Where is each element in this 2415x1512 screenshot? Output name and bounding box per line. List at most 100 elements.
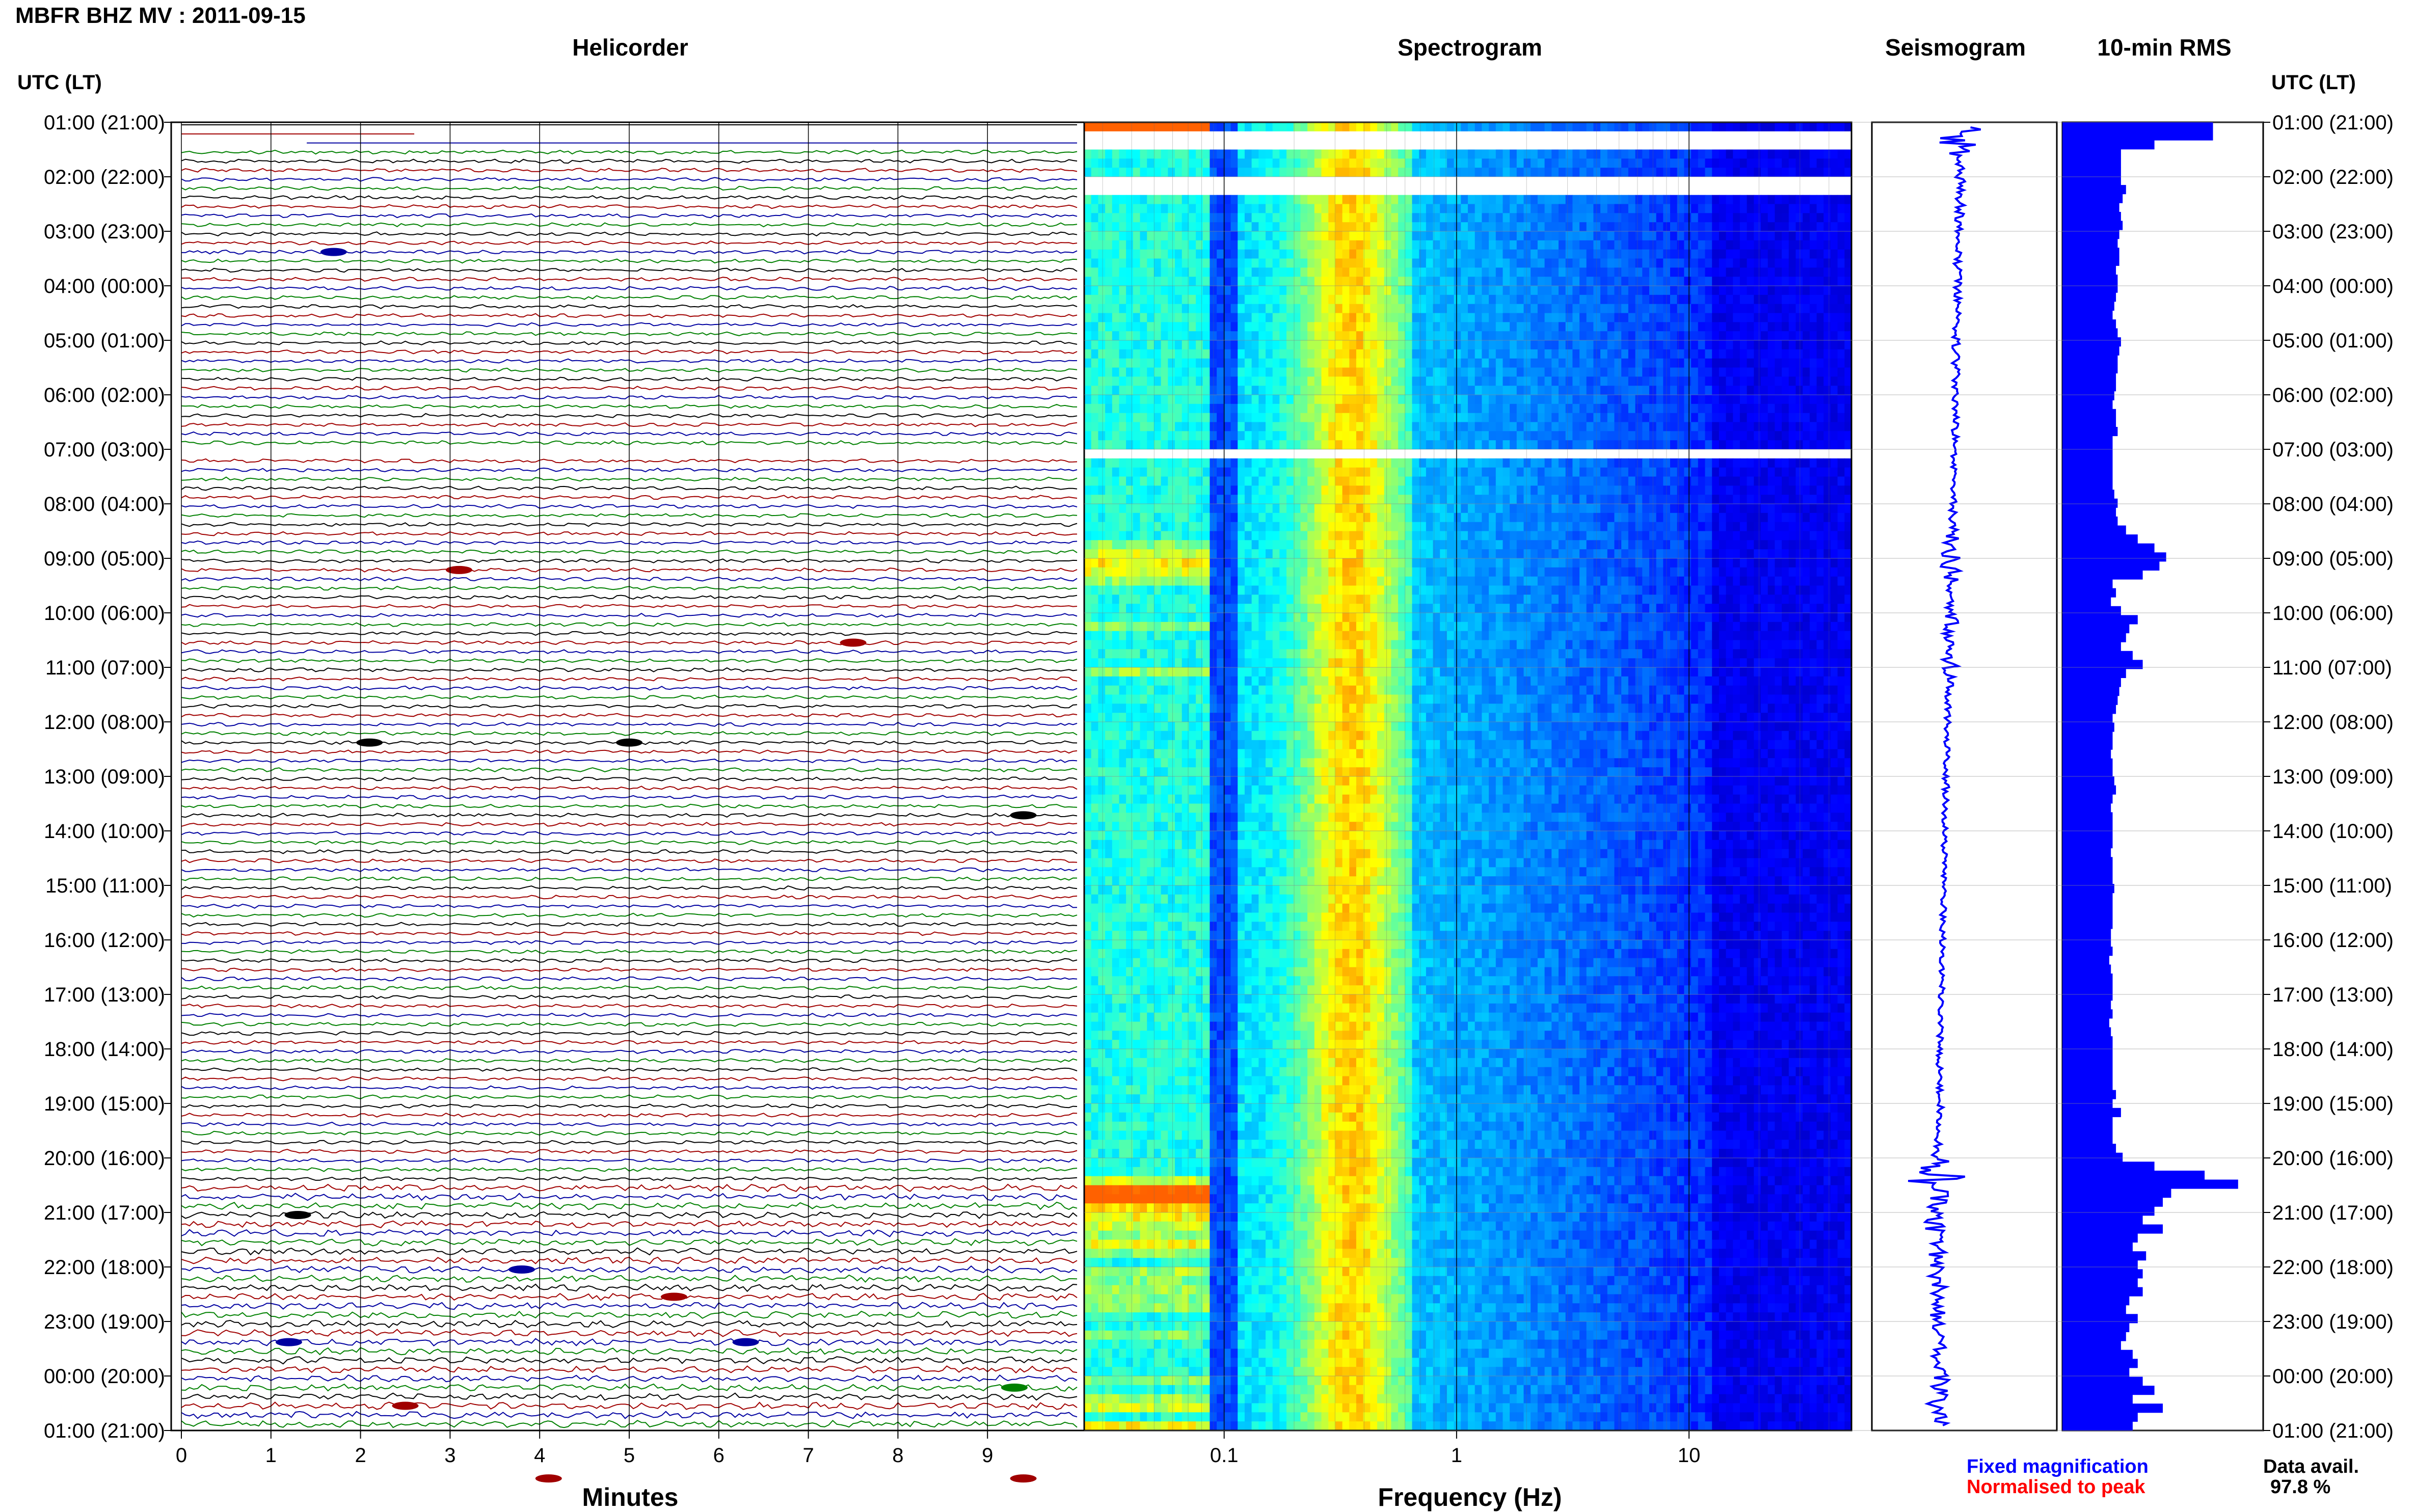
spectrogram-cell xyxy=(1537,195,1545,205)
spectrogram-cell xyxy=(1739,440,1748,450)
spectrogram-cell xyxy=(1572,567,1580,577)
spectrogram-cell xyxy=(1782,413,1789,423)
spectrogram-cell xyxy=(1510,458,1517,468)
spectrogram-cell xyxy=(1572,267,1580,277)
spectrogram-cell xyxy=(1140,195,1147,205)
spectrogram-cell xyxy=(1670,522,1678,532)
spectrogram-cell xyxy=(1628,267,1636,277)
spectrogram-cell xyxy=(1586,395,1594,404)
spectrogram-cell xyxy=(1761,204,1768,213)
spectrogram-cell xyxy=(1705,512,1712,523)
spectrogram-cell xyxy=(1147,277,1155,286)
spectrogram-cell xyxy=(1168,286,1175,295)
spectrogram-cell xyxy=(1391,403,1399,414)
spectrogram-cell xyxy=(1600,403,1608,414)
spectrogram-cell xyxy=(1105,213,1113,223)
spectrogram-cell xyxy=(1482,340,1489,350)
spectrogram-cell xyxy=(1823,340,1831,350)
spectrogram-cell xyxy=(1482,395,1489,404)
spectrogram-cell xyxy=(1405,549,1413,559)
spectrogram-cell xyxy=(1398,258,1406,268)
spectrogram-cell xyxy=(1279,168,1287,177)
spectrogram-cell xyxy=(1747,340,1755,350)
spectrogram-cell xyxy=(1482,204,1489,213)
spectrogram-cell xyxy=(1684,413,1692,423)
spectrogram-cell xyxy=(1112,422,1120,431)
spectrogram-cell xyxy=(1266,422,1273,431)
spectrogram-cell xyxy=(1565,458,1573,468)
spectrogram-cell xyxy=(1321,258,1329,268)
spectrogram-cell xyxy=(1217,149,1224,159)
spectrogram-cell xyxy=(1823,168,1831,177)
spectrogram-cell xyxy=(1803,322,1810,332)
spectrogram-cell xyxy=(1495,304,1504,314)
spectrogram-cell xyxy=(1119,149,1126,159)
spectrogram-cell xyxy=(1635,349,1643,359)
spectrogram-cell xyxy=(1502,531,1510,541)
spectrogram-cell xyxy=(1635,495,1643,504)
spectrogram-cell xyxy=(1803,485,1810,495)
spectrogram-cell xyxy=(1091,458,1099,468)
spectrogram-cell xyxy=(1837,195,1845,205)
spectrogram-cell xyxy=(1168,558,1175,568)
spectrogram-cell xyxy=(1782,286,1789,295)
spectrogram-cell xyxy=(1446,195,1455,205)
spectrogram-cell xyxy=(1189,476,1196,486)
spectrogram-cell xyxy=(1244,558,1252,568)
spectrogram-cell xyxy=(1217,495,1224,504)
spectrogram-cell xyxy=(1474,485,1483,495)
spectrogram-cell xyxy=(1656,395,1664,404)
spectrogram-cell xyxy=(1837,403,1845,414)
spectrogram-cell xyxy=(1593,304,1601,314)
spectrogram-cell xyxy=(1266,304,1273,314)
spectrogram-cell xyxy=(1803,413,1810,423)
spectrogram-cell xyxy=(1349,222,1357,232)
spectrogram-cell xyxy=(1468,313,1475,322)
spectrogram-cell xyxy=(1153,286,1162,295)
spectrogram-cell xyxy=(1377,322,1385,332)
spectrogram-cell xyxy=(1091,386,1099,395)
spectrogram-cell xyxy=(1391,549,1399,559)
spectrogram-cell xyxy=(1502,403,1510,414)
spectrogram-cell xyxy=(1161,349,1169,359)
spectrogram-cell xyxy=(1321,168,1329,177)
spectrogram-cell xyxy=(1816,540,1824,550)
spectrogram-cell xyxy=(1510,258,1517,268)
spectrogram-cell xyxy=(1446,476,1455,486)
spectrogram-cell xyxy=(1244,331,1252,341)
spectrogram-cell xyxy=(1607,476,1615,486)
spectrogram-cell xyxy=(1293,149,1301,159)
spectrogram-cell xyxy=(1272,495,1280,504)
spectrogram-cell xyxy=(1593,231,1601,241)
spectrogram-cell xyxy=(1677,403,1685,414)
spectrogram-cell xyxy=(1844,403,1852,414)
spectrogram-cell xyxy=(1286,249,1294,259)
spectrogram-cell xyxy=(1307,395,1315,404)
spectrogram-cell xyxy=(1586,413,1594,423)
spectrogram-cell xyxy=(1266,222,1273,232)
spectrogram-cell xyxy=(1565,476,1573,486)
spectrogram-cell xyxy=(1126,122,1134,132)
spectrogram-cell xyxy=(1196,476,1203,486)
spectrogram-cell xyxy=(1767,495,1776,504)
spectrogram-cell xyxy=(1670,349,1678,359)
spectrogram-cell xyxy=(1559,122,1566,132)
spectrogram-cell xyxy=(1293,195,1301,205)
spectrogram-cell xyxy=(1147,476,1155,486)
spectrogram-cell xyxy=(1628,467,1636,477)
spectrogram-cell xyxy=(1133,431,1141,441)
spectrogram-cell xyxy=(1084,168,1092,177)
spectrogram-cell xyxy=(1684,376,1692,386)
spectrogram-cell xyxy=(1342,195,1350,205)
spectrogram-cell xyxy=(1202,476,1211,486)
spectrogram-cell xyxy=(1105,249,1113,259)
spectrogram-cell xyxy=(1210,440,1217,450)
spectrogram-cell xyxy=(1126,522,1134,532)
spectrogram-cell xyxy=(1307,531,1315,541)
spectrogram-cell xyxy=(1258,331,1266,341)
spectrogram-cell xyxy=(1356,277,1364,286)
spectrogram-cell xyxy=(1684,458,1692,468)
spectrogram-cell xyxy=(1559,249,1566,259)
spectrogram-cell xyxy=(1544,195,1552,205)
spectrogram-cell xyxy=(1656,158,1664,168)
